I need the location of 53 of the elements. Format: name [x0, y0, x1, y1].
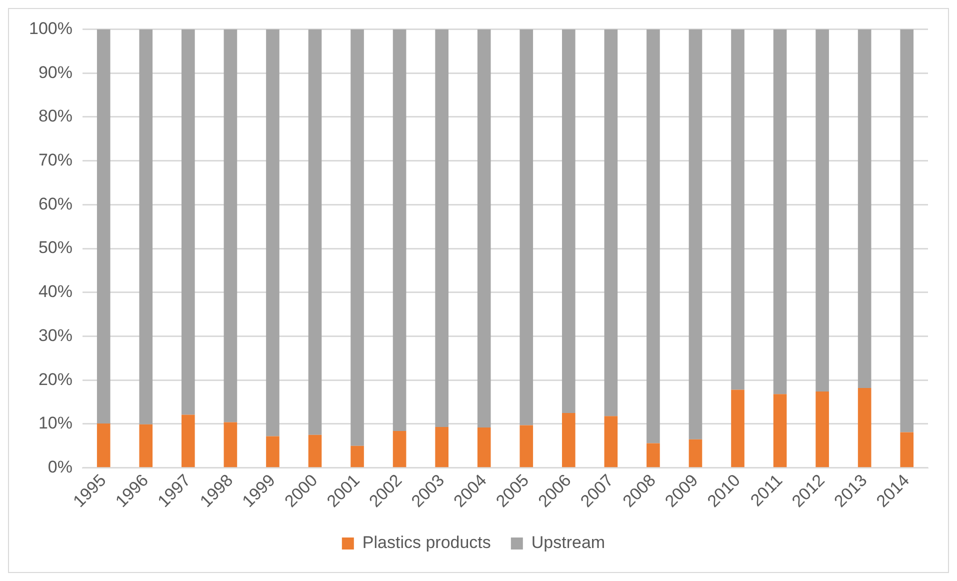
y-tick-label: 50%	[38, 238, 72, 258]
bar	[562, 413, 576, 468]
bar	[266, 29, 280, 436]
bar	[139, 424, 153, 468]
bar	[308, 29, 322, 435]
bar	[182, 414, 195, 468]
bar	[731, 390, 744, 468]
bar	[773, 29, 787, 394]
y-tick-label: 0%	[48, 458, 72, 477]
y-tick-label: 30%	[38, 326, 72, 345]
y-tick-label: 80%	[38, 106, 72, 126]
bar	[224, 422, 238, 468]
bar	[816, 29, 829, 392]
y-tick-label: 70%	[38, 150, 72, 170]
bar	[392, 29, 406, 431]
bar	[308, 434, 322, 468]
y-tick-label: 10%	[38, 414, 72, 433]
bar	[139, 29, 153, 424]
bar	[646, 443, 660, 468]
bar	[688, 439, 702, 468]
bar	[224, 29, 238, 422]
bar	[520, 29, 534, 426]
bar	[604, 416, 618, 468]
bar	[858, 388, 872, 468]
bar	[96, 424, 110, 468]
bar	[858, 29, 872, 388]
bar	[435, 427, 448, 468]
bar	[392, 430, 406, 468]
y-tick-label: 20%	[38, 370, 72, 389]
y-tick-label: 90%	[38, 62, 72, 82]
y-tick-label: 60%	[38, 194, 72, 214]
bar	[350, 29, 364, 446]
y-tick-label: 100%	[28, 18, 72, 38]
bar	[731, 29, 744, 390]
bar	[688, 29, 702, 440]
bar	[182, 29, 195, 415]
y-tick-label: 40%	[38, 282, 72, 302]
legend-label: Plastics products	[362, 533, 491, 552]
bar	[96, 29, 110, 424]
bar	[900, 29, 914, 432]
bar	[435, 29, 448, 428]
bar	[520, 425, 534, 468]
bar	[646, 29, 660, 444]
bar	[900, 432, 914, 468]
bar	[816, 392, 829, 468]
bar	[350, 446, 364, 468]
bar	[773, 394, 787, 468]
bar	[477, 29, 491, 428]
bar	[562, 29, 576, 414]
legend-label: Upstream	[531, 533, 606, 552]
bar	[266, 436, 280, 468]
bar	[604, 29, 618, 416]
bar	[477, 427, 491, 468]
